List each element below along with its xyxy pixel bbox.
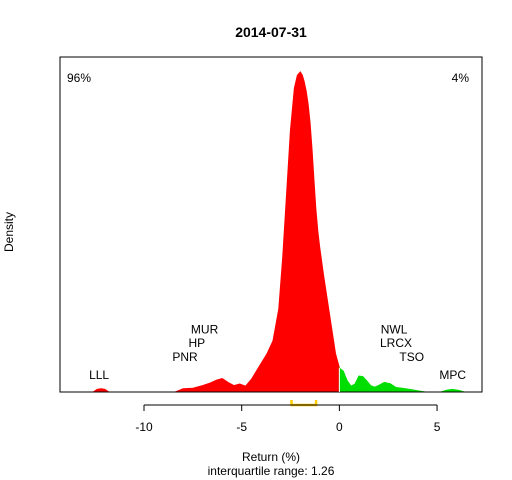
y-axis-label: Density <box>2 212 16 252</box>
ticker-label: HP <box>188 336 205 350</box>
chart-title: 2014-07-31 <box>235 24 307 40</box>
x-axis-label: Return (%) <box>242 450 300 464</box>
x-tick-label: 5 <box>434 420 441 434</box>
ticker-label: LLL <box>89 368 109 382</box>
ticker-label: MPC <box>439 368 466 382</box>
x-tick-label: 0 <box>336 420 343 434</box>
x-tick-label: -10 <box>135 420 153 434</box>
negative-density-area <box>91 71 340 393</box>
ticker-label: NWL <box>381 322 408 336</box>
ticker-label: MUR <box>191 322 219 336</box>
negative-share-label: 96% <box>67 71 91 85</box>
iqr-caption: interquartile range: 1.26 <box>208 464 335 478</box>
x-tick-label: -5 <box>236 420 247 434</box>
iqr-bracket <box>290 400 318 407</box>
positive-share-label: 4% <box>452 71 470 85</box>
positive-density-area <box>338 366 465 393</box>
ticker-label: PNR <box>172 350 198 364</box>
ticker-label: LRCX <box>380 336 412 350</box>
plot-frame <box>59 56 483 393</box>
ticker-label: TSO <box>399 350 424 364</box>
